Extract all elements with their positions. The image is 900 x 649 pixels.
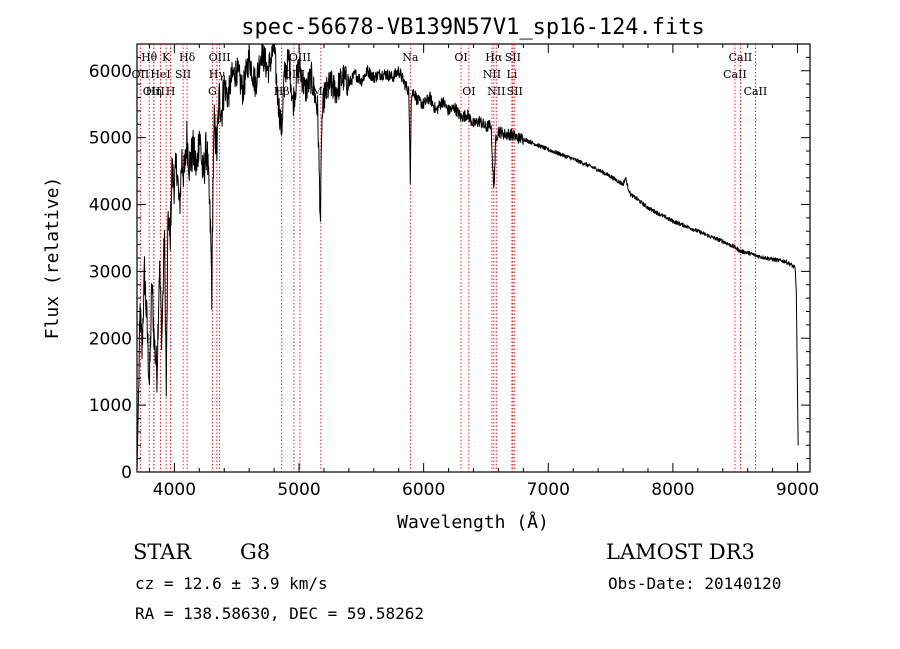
emission-lines [139, 44, 756, 472]
line-label-25: CaII [729, 51, 753, 64]
subclass: G8 [240, 540, 271, 564]
line-label-18: OI [462, 85, 475, 98]
line-label-0: Hθ [141, 51, 158, 64]
line-label-27: CaII [744, 85, 768, 98]
y-axis: 0 1000 2000 3000 4000 5000 6000 [89, 56, 810, 483]
y-tick-label-5: 5000 [89, 129, 132, 149]
line-label-1: OII [132, 68, 150, 81]
line-label-22: Li [506, 68, 517, 81]
obs-date: Obs-Date: 20140120 [608, 574, 782, 593]
coordinates: RA = 138.58630, DEC = 59.58262 [135, 604, 424, 623]
line-label-14: Hβ [274, 85, 290, 98]
line-label-10: Hγ [209, 68, 226, 81]
spectrum-chart: spec-56678-VB139N57V1_sp16-124.fits Hθ OI… [42, 15, 819, 533]
line-label-19: Hα [485, 51, 503, 64]
y-axis-label: Flux (relative) [42, 177, 63, 340]
line-label-3: K [162, 51, 171, 64]
line-label-17: OI [454, 51, 467, 64]
line-label-15: Mg [312, 85, 330, 98]
line-label-26: CaII [723, 68, 747, 81]
x-tick-label-0: 4000 [153, 480, 196, 500]
chart-title: spec-56678-VB139N57V1_sp16-124.fits [241, 15, 705, 40]
x-axis: 4000 5000 6000 7000 8000 9000 [148, 44, 819, 500]
y-tick-label-0: 0 [121, 463, 132, 483]
x-tick-label-2: 6000 [402, 480, 445, 500]
line-label-16: Na [402, 51, 419, 64]
plot-frame [136, 43, 811, 473]
x-tick-label-1: 5000 [277, 480, 320, 500]
x-axis-label: Wavelength (Å) [397, 511, 549, 533]
line-label-9: OIII [209, 51, 231, 64]
line-label-5: Hη [146, 85, 162, 98]
y-tick-label-3: 3000 [89, 262, 132, 282]
line-label-20: SII [505, 51, 521, 64]
redshift-text: cz = 12.6 ± 3.9 km/s [135, 574, 328, 593]
line-label-23: NII [487, 85, 505, 98]
line-label-6: Hδ [179, 51, 196, 64]
line-label-13: OIII [283, 68, 305, 81]
line-label-2: OIII [143, 85, 165, 98]
line-label-7: SII [175, 68, 191, 81]
x-tick-label-5: 9000 [776, 480, 819, 500]
survey-name: LAMOST DR3 [606, 540, 755, 564]
y-tick-label-1: 1000 [89, 396, 132, 416]
line-label-24: SII [507, 85, 523, 98]
x-tick-label-3: 7000 [527, 480, 570, 500]
line-label-8: H [166, 85, 176, 98]
y-tick-label-2: 2000 [89, 329, 132, 349]
x-tick-label-4: 8000 [651, 480, 694, 500]
y-tick-label-6: 6000 [89, 62, 132, 82]
line-label-11: G [208, 85, 217, 98]
line-label-12: OIII [289, 51, 311, 64]
spectrum-series [136, 43, 799, 473]
line-label-21: NII [483, 68, 501, 81]
y-tick-label-4: 4000 [89, 196, 132, 216]
spectrum-line [136, 43, 799, 473]
object-class: STAR [133, 540, 192, 564]
line-label-4: HeI [150, 68, 170, 81]
